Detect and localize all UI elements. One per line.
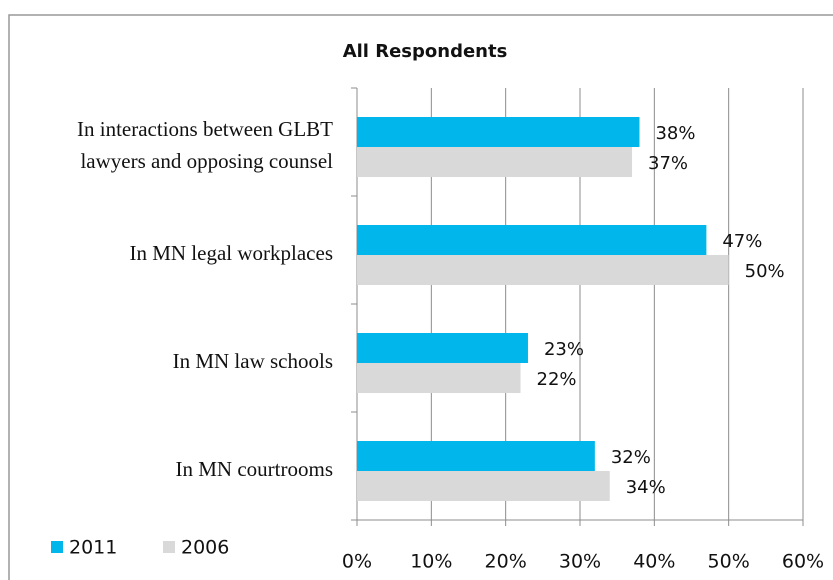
data-label: 37% xyxy=(648,153,688,174)
y-tick-label: In MN law schools xyxy=(173,349,333,373)
legend-swatch xyxy=(163,541,175,553)
data-label: 32% xyxy=(611,447,651,468)
x-tick-label: 0% xyxy=(342,551,372,573)
x-tick-label: 60% xyxy=(782,551,824,573)
data-label: 50% xyxy=(745,261,785,282)
bar xyxy=(357,147,633,177)
data-label: 38% xyxy=(655,123,695,144)
bar xyxy=(357,471,610,501)
data-label: 34% xyxy=(626,477,666,498)
legend-swatch xyxy=(51,541,63,553)
y-tick-label: In interactions between GLBT lawyers and … xyxy=(77,117,333,173)
legend-label: 2006 xyxy=(181,537,229,559)
chart-title: All Respondents xyxy=(343,41,508,62)
bar xyxy=(357,363,521,393)
x-tick-label: 40% xyxy=(633,551,675,573)
bar xyxy=(357,333,528,363)
legend-label: 2011 xyxy=(69,537,117,559)
y-tick-label: In MN legal workplaces xyxy=(129,241,333,265)
x-tick-label: 30% xyxy=(559,551,601,573)
y-tick-label: In MN courtrooms xyxy=(176,457,333,481)
data-label: 47% xyxy=(722,231,762,252)
data-label: 23% xyxy=(544,339,584,360)
bar xyxy=(357,117,640,147)
x-tick-label: 10% xyxy=(410,551,452,573)
bar xyxy=(357,225,707,255)
x-tick-label: 50% xyxy=(708,551,750,573)
bar xyxy=(357,441,595,471)
x-tick-label: 20% xyxy=(485,551,527,573)
bar xyxy=(357,255,729,285)
data-label: 22% xyxy=(537,369,577,390)
